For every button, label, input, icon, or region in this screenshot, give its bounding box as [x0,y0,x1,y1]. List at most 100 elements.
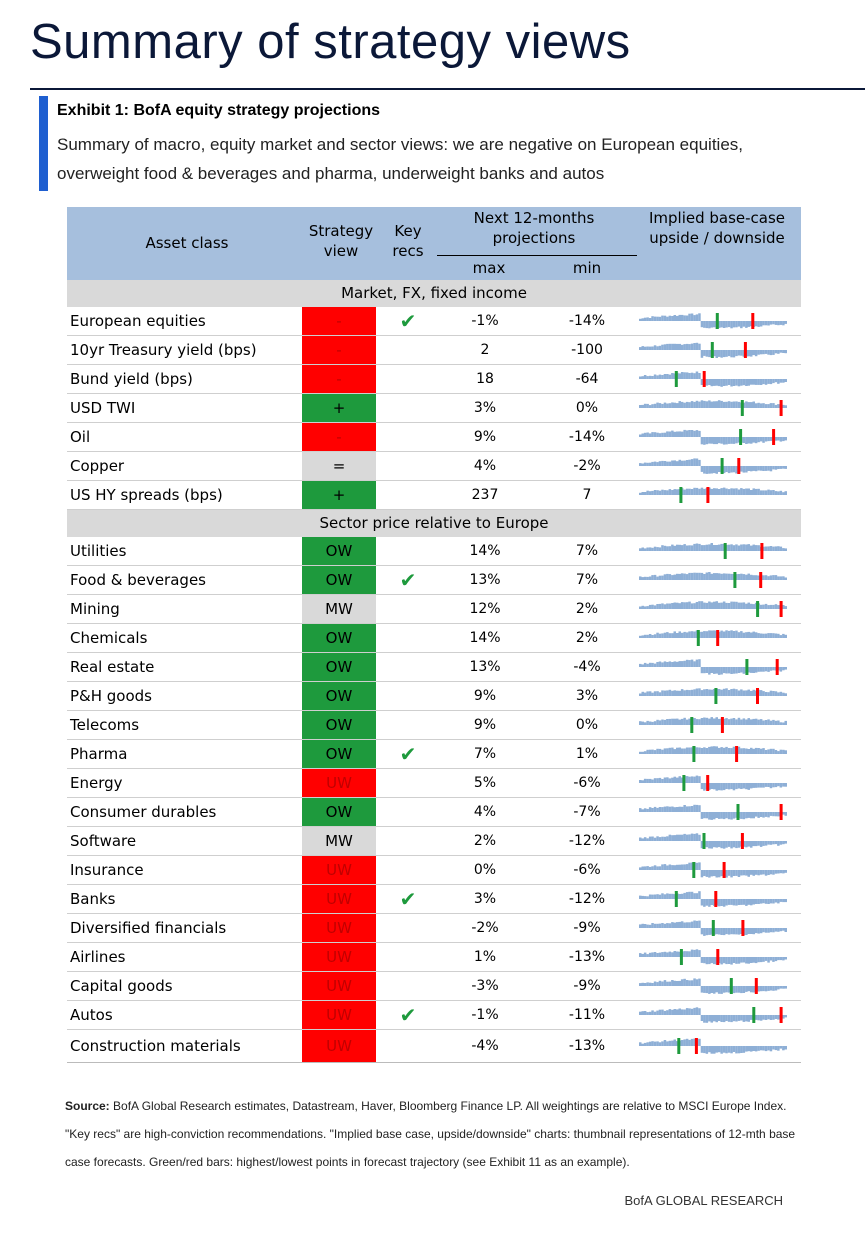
strategy-table: Asset class Strategy view Key recs Next … [67,207,801,1063]
strategy-view-badge: UW [302,1001,376,1029]
spark-low-marker [779,400,783,416]
sparkline-chart [639,429,787,445]
exhibit-accent-bar [39,96,48,191]
strategy-view-badge: UW [302,972,376,1000]
spark-low-marker [743,342,747,358]
sparkline-chart [639,920,787,936]
strategy-view-badge: - [302,307,376,335]
header-asset-class: Asset class [145,234,229,252]
sparkline [639,1030,789,1062]
key-rec-cell [377,624,439,652]
asset-name: Pharma [70,745,128,763]
source-text: BofA Global Research estimates, Datastre… [65,1099,796,1169]
sparkline-chart [639,717,787,733]
spark-low-marker [760,543,764,559]
projection-max: 4% [473,804,497,820]
spark-high-marker [702,833,706,849]
asset-name: Food & beverages [70,571,206,589]
strategy-view-badge: OW [302,566,376,594]
strategy-view-badge: OW [302,798,376,826]
projection-max: 4% [473,458,497,474]
header-min: min [572,259,602,277]
projection-min: -14% [568,313,606,329]
projection-min: 7% [575,543,599,559]
asset-name: Construction materials [70,1037,241,1055]
table-row: Real estate OW 13% -4% [67,653,801,682]
spark-high-marker [720,458,724,474]
sparkline [639,653,789,681]
asset-name: Mining [70,600,120,618]
projection-max: 3% [473,400,497,416]
spark-low-marker [741,920,745,936]
table-row: Food & beverages OW ✔ 13% 7% [67,566,801,595]
projection-min: -13% [568,1038,606,1054]
asset-name: USD TWI [70,399,136,417]
projection-min: 3% [575,688,599,704]
projection-max: 1% [473,949,497,965]
table-row: Banks UW ✔ 3% -12% [67,885,801,914]
projection-min: -7% [573,804,601,820]
projection-max: -1% [471,313,499,329]
sparkline [639,769,789,797]
spark-low-marker [706,487,710,503]
spark-high-marker [679,949,683,965]
key-rec-cell [377,394,439,422]
table-row: Construction materials UW -4% -13% [67,1030,801,1063]
strategy-view-badge: + [302,394,376,422]
key-rec-cell [377,711,439,739]
key-rec-cell [377,336,439,364]
projection-min: -2% [573,458,601,474]
asset-name: Utilities [70,542,127,560]
key-rec-cell [377,452,439,480]
sparkline-chart [639,833,787,849]
projection-min: 1% [575,746,599,762]
sparkline [639,856,789,884]
header-projections-rule [437,255,637,256]
projection-min: 7% [575,572,599,588]
asset-name: Banks [70,890,116,908]
sparkline [639,307,789,335]
projection-max: 3% [473,891,497,907]
asset-name: Energy [70,774,123,792]
header-implied: Implied base-case upside / downside [648,209,786,247]
projection-max: 7% [473,746,497,762]
spark-low-marker [751,313,755,329]
sparkline [639,711,789,739]
checkmark-icon: ✔ [399,568,417,592]
sparkline-chart [639,458,787,474]
section-header: Sector price relative to Europe [67,510,801,537]
key-rec-cell: ✔ [377,740,439,768]
sparkline [639,624,789,652]
spark-low-marker [716,630,720,646]
header-projections: Next 12-months projections [473,209,595,247]
strategy-view-badge: UW [302,769,376,797]
strategy-view-badge: - [302,423,376,451]
sparkline-chart [639,1007,787,1023]
sparkline [639,740,789,768]
asset-name: US HY spreads (bps) [70,486,223,504]
key-rec-cell [377,537,439,565]
asset-name: Airlines [70,948,126,966]
sparkline [639,423,789,451]
strategy-view-badge: UW [302,885,376,913]
projection-min: -9% [573,920,601,936]
asset-name: Real estate [70,658,155,676]
spark-high-marker [677,1038,681,1054]
sparkline-chart [639,630,787,646]
table-row: Utilities OW 14% 7% [67,537,801,566]
strategy-view-badge: - [302,365,376,393]
spark-high-marker [682,775,686,791]
asset-name: Autos [70,1006,113,1024]
projection-min: -14% [568,429,606,445]
sparkline-chart [639,688,787,704]
spark-high-marker [690,717,694,733]
table-row: Consumer durables OW 4% -7% [67,798,801,827]
strategy-view-badge: OW [302,537,376,565]
table-row: Bund yield (bps) - 18 -64 [67,365,801,394]
projection-max: 18 [476,371,494,387]
spark-high-marker [752,1007,756,1023]
projection-max: -2% [471,920,499,936]
projection-max: 237 [471,487,499,503]
sparkline-chart [639,313,787,329]
projection-min: -6% [573,862,601,878]
